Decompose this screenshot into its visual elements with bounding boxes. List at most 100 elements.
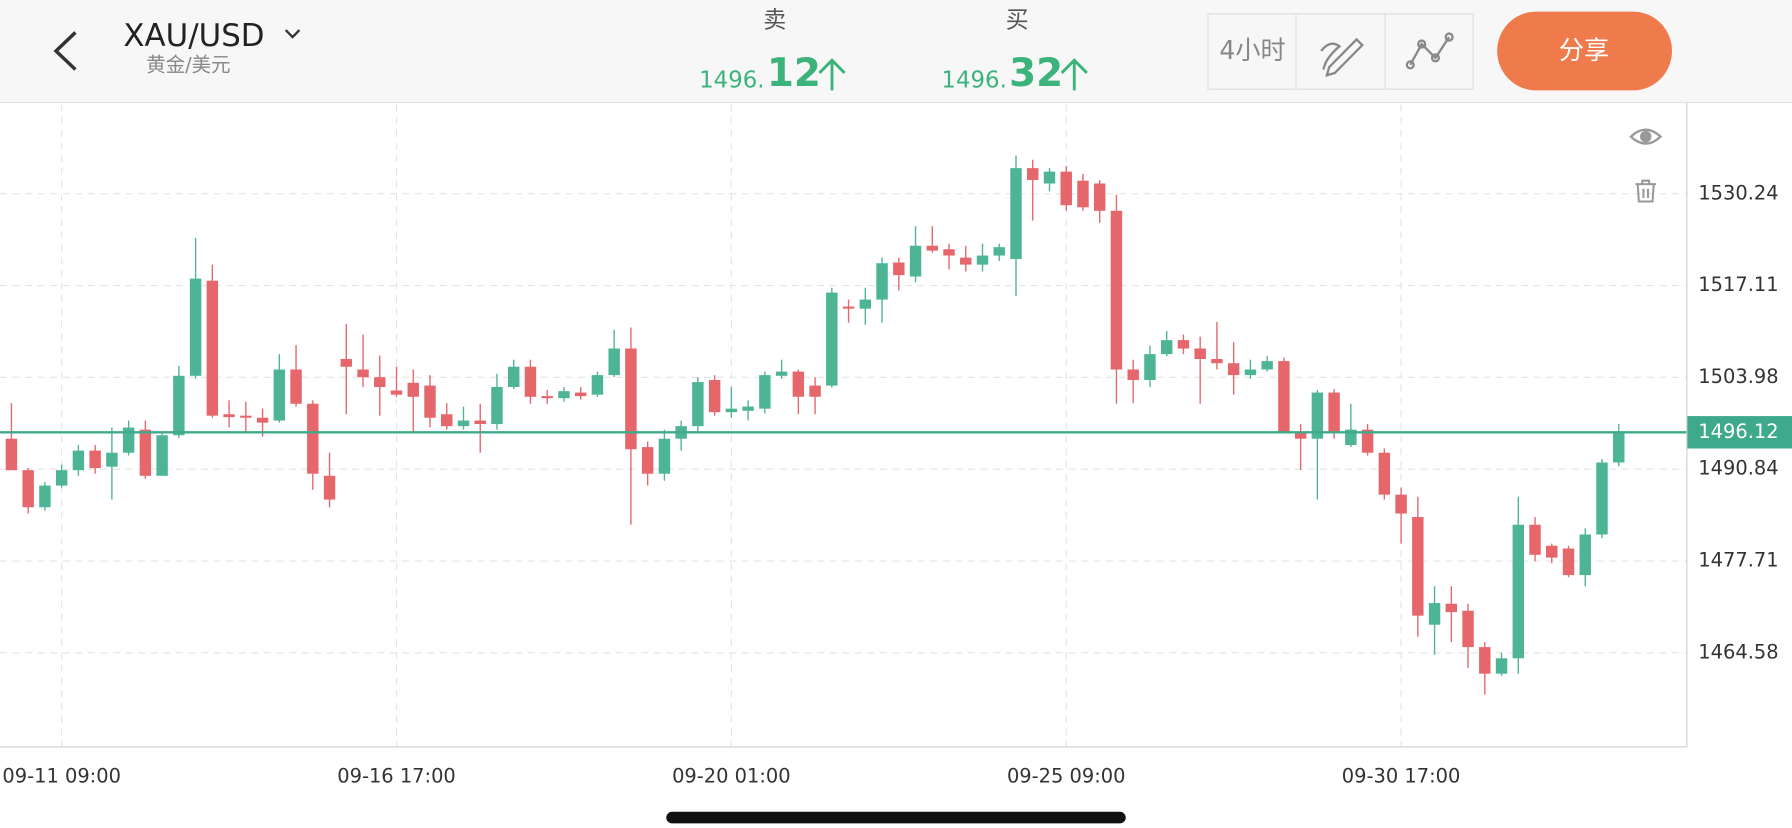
- y-tick-label: 1477.71: [1698, 548, 1778, 571]
- x-tick-label: 09-11 09:00: [2, 764, 121, 787]
- candle-body: [976, 255, 989, 265]
- y-tick-label: 1464.58: [1698, 640, 1778, 663]
- candle-body: [708, 379, 721, 413]
- y-tick-label: 1517.11: [1698, 273, 1778, 296]
- candle-body: [893, 262, 905, 276]
- candle-body: [72, 450, 85, 471]
- candle-body: [658, 438, 671, 474]
- buy-label: 买: [1006, 7, 1029, 33]
- symbol-dropdown[interactable]: [284, 29, 301, 39]
- x-tick-label: 09-16 17:00: [337, 764, 456, 787]
- candle-body: [1127, 369, 1139, 380]
- header-bar: [0, 0, 1792, 102]
- candle-body: [1546, 545, 1558, 558]
- delete-button[interactable]: [1635, 179, 1656, 203]
- candle-body: [424, 385, 436, 418]
- candle-body: [441, 414, 453, 427]
- y-tick-label: 1490.84: [1698, 457, 1778, 480]
- candle-body: [1579, 534, 1591, 576]
- candle-body: [273, 369, 286, 421]
- candle-body: [960, 257, 972, 265]
- candle-body: [1227, 363, 1240, 376]
- home-indicator: [666, 811, 1126, 824]
- visibility-toggle[interactable]: [1629, 128, 1663, 145]
- candle-body: [173, 375, 185, 436]
- candle-body: [1512, 524, 1524, 659]
- symbol[interactable]: XAU/USD: [123, 18, 264, 54]
- candle-body: [89, 450, 101, 469]
- candle-body: [5, 438, 18, 471]
- candle-body: [22, 470, 34, 508]
- candle-body: [189, 278, 202, 376]
- candle-body: [826, 292, 838, 386]
- candle-body: [323, 475, 336, 500]
- candle-body: [1261, 361, 1273, 370]
- candle-body: [156, 435, 168, 476]
- candle-body: [307, 403, 319, 474]
- y-tick-label: 1503.98: [1698, 365, 1778, 388]
- candle-body: [1412, 517, 1424, 616]
- candle-body: [1177, 340, 1190, 349]
- candle-body: [692, 382, 704, 427]
- back-button[interactable]: [53, 31, 77, 71]
- x-tick-label: 09-25 09:00: [1007, 764, 1126, 787]
- sell-price-main: 1496.: [699, 67, 764, 93]
- candle-body: [491, 386, 503, 425]
- last-price-label: 1496.12: [1698, 420, 1778, 443]
- candle-body: [1010, 168, 1022, 260]
- candle-body: [1244, 369, 1257, 376]
- candle-body: [240, 415, 252, 418]
- candle-body: [1194, 348, 1206, 360]
- x-tick-label: 09-30 17:00: [1342, 764, 1461, 787]
- candle-body: [474, 420, 486, 425]
- candle-body: [139, 429, 152, 476]
- candle-body: [1562, 548, 1575, 576]
- candle-body: [759, 375, 771, 409]
- share-button[interactable]: [1497, 11, 1672, 91]
- candle-body: [1294, 431, 1307, 439]
- candle-body: [558, 391, 570, 399]
- candle-body: [1027, 168, 1039, 181]
- candle-body: [1345, 429, 1357, 446]
- symbol-name: 黄金/美元: [146, 53, 230, 76]
- sell-up-arrow: [818, 58, 846, 91]
- candle-body: [256, 417, 269, 423]
- candle-body: [1110, 210, 1123, 370]
- buy-price-pips: 32: [1009, 51, 1063, 96]
- candle-body: [909, 245, 922, 277]
- candle-body: [993, 247, 1005, 256]
- draw-tool-button[interactable]: [1320, 37, 1364, 77]
- candle-body: [725, 408, 738, 413]
- candle-body: [508, 366, 520, 387]
- buy-price-main: 1496.: [941, 67, 1006, 93]
- share-label[interactable]: 分享: [1559, 36, 1609, 65]
- candle-body: [742, 406, 754, 411]
- candle-body: [1077, 180, 1089, 208]
- indicator-button[interactable]: [1405, 32, 1454, 70]
- sell-label: 卖: [763, 7, 786, 33]
- candle-body: [340, 359, 352, 367]
- candle-body: [39, 485, 51, 508]
- candle-body: [1144, 354, 1156, 380]
- y-tick-label: 1530.24: [1698, 181, 1778, 204]
- candle-body: [842, 306, 855, 309]
- candle-body: [1596, 462, 1608, 535]
- candle-body: [1361, 429, 1374, 453]
- candle-body: [943, 249, 955, 256]
- candle-body: [1428, 603, 1441, 625]
- candle-body: [390, 390, 403, 395]
- candle-body: [1479, 647, 1491, 674]
- plot-area: 1464.58 1477.71 1490.84 1503.98 1517.11 1530.…: [0, 104, 1792, 788]
- candle-body: [457, 420, 470, 427]
- candle-body: [1395, 494, 1407, 514]
- candle-body: [1060, 171, 1072, 206]
- candle-body: [1378, 452, 1391, 495]
- timeframe-button[interactable]: 4小时: [1219, 36, 1285, 65]
- candle-body: [374, 377, 386, 387]
- candle-body: [1613, 432, 1625, 463]
- x-tick-label: 09-20 01:00: [672, 764, 791, 787]
- candle-body: [1278, 361, 1290, 432]
- candle-body: [574, 392, 587, 397]
- candle-body: [1311, 392, 1324, 439]
- candle-body: [876, 263, 888, 300]
